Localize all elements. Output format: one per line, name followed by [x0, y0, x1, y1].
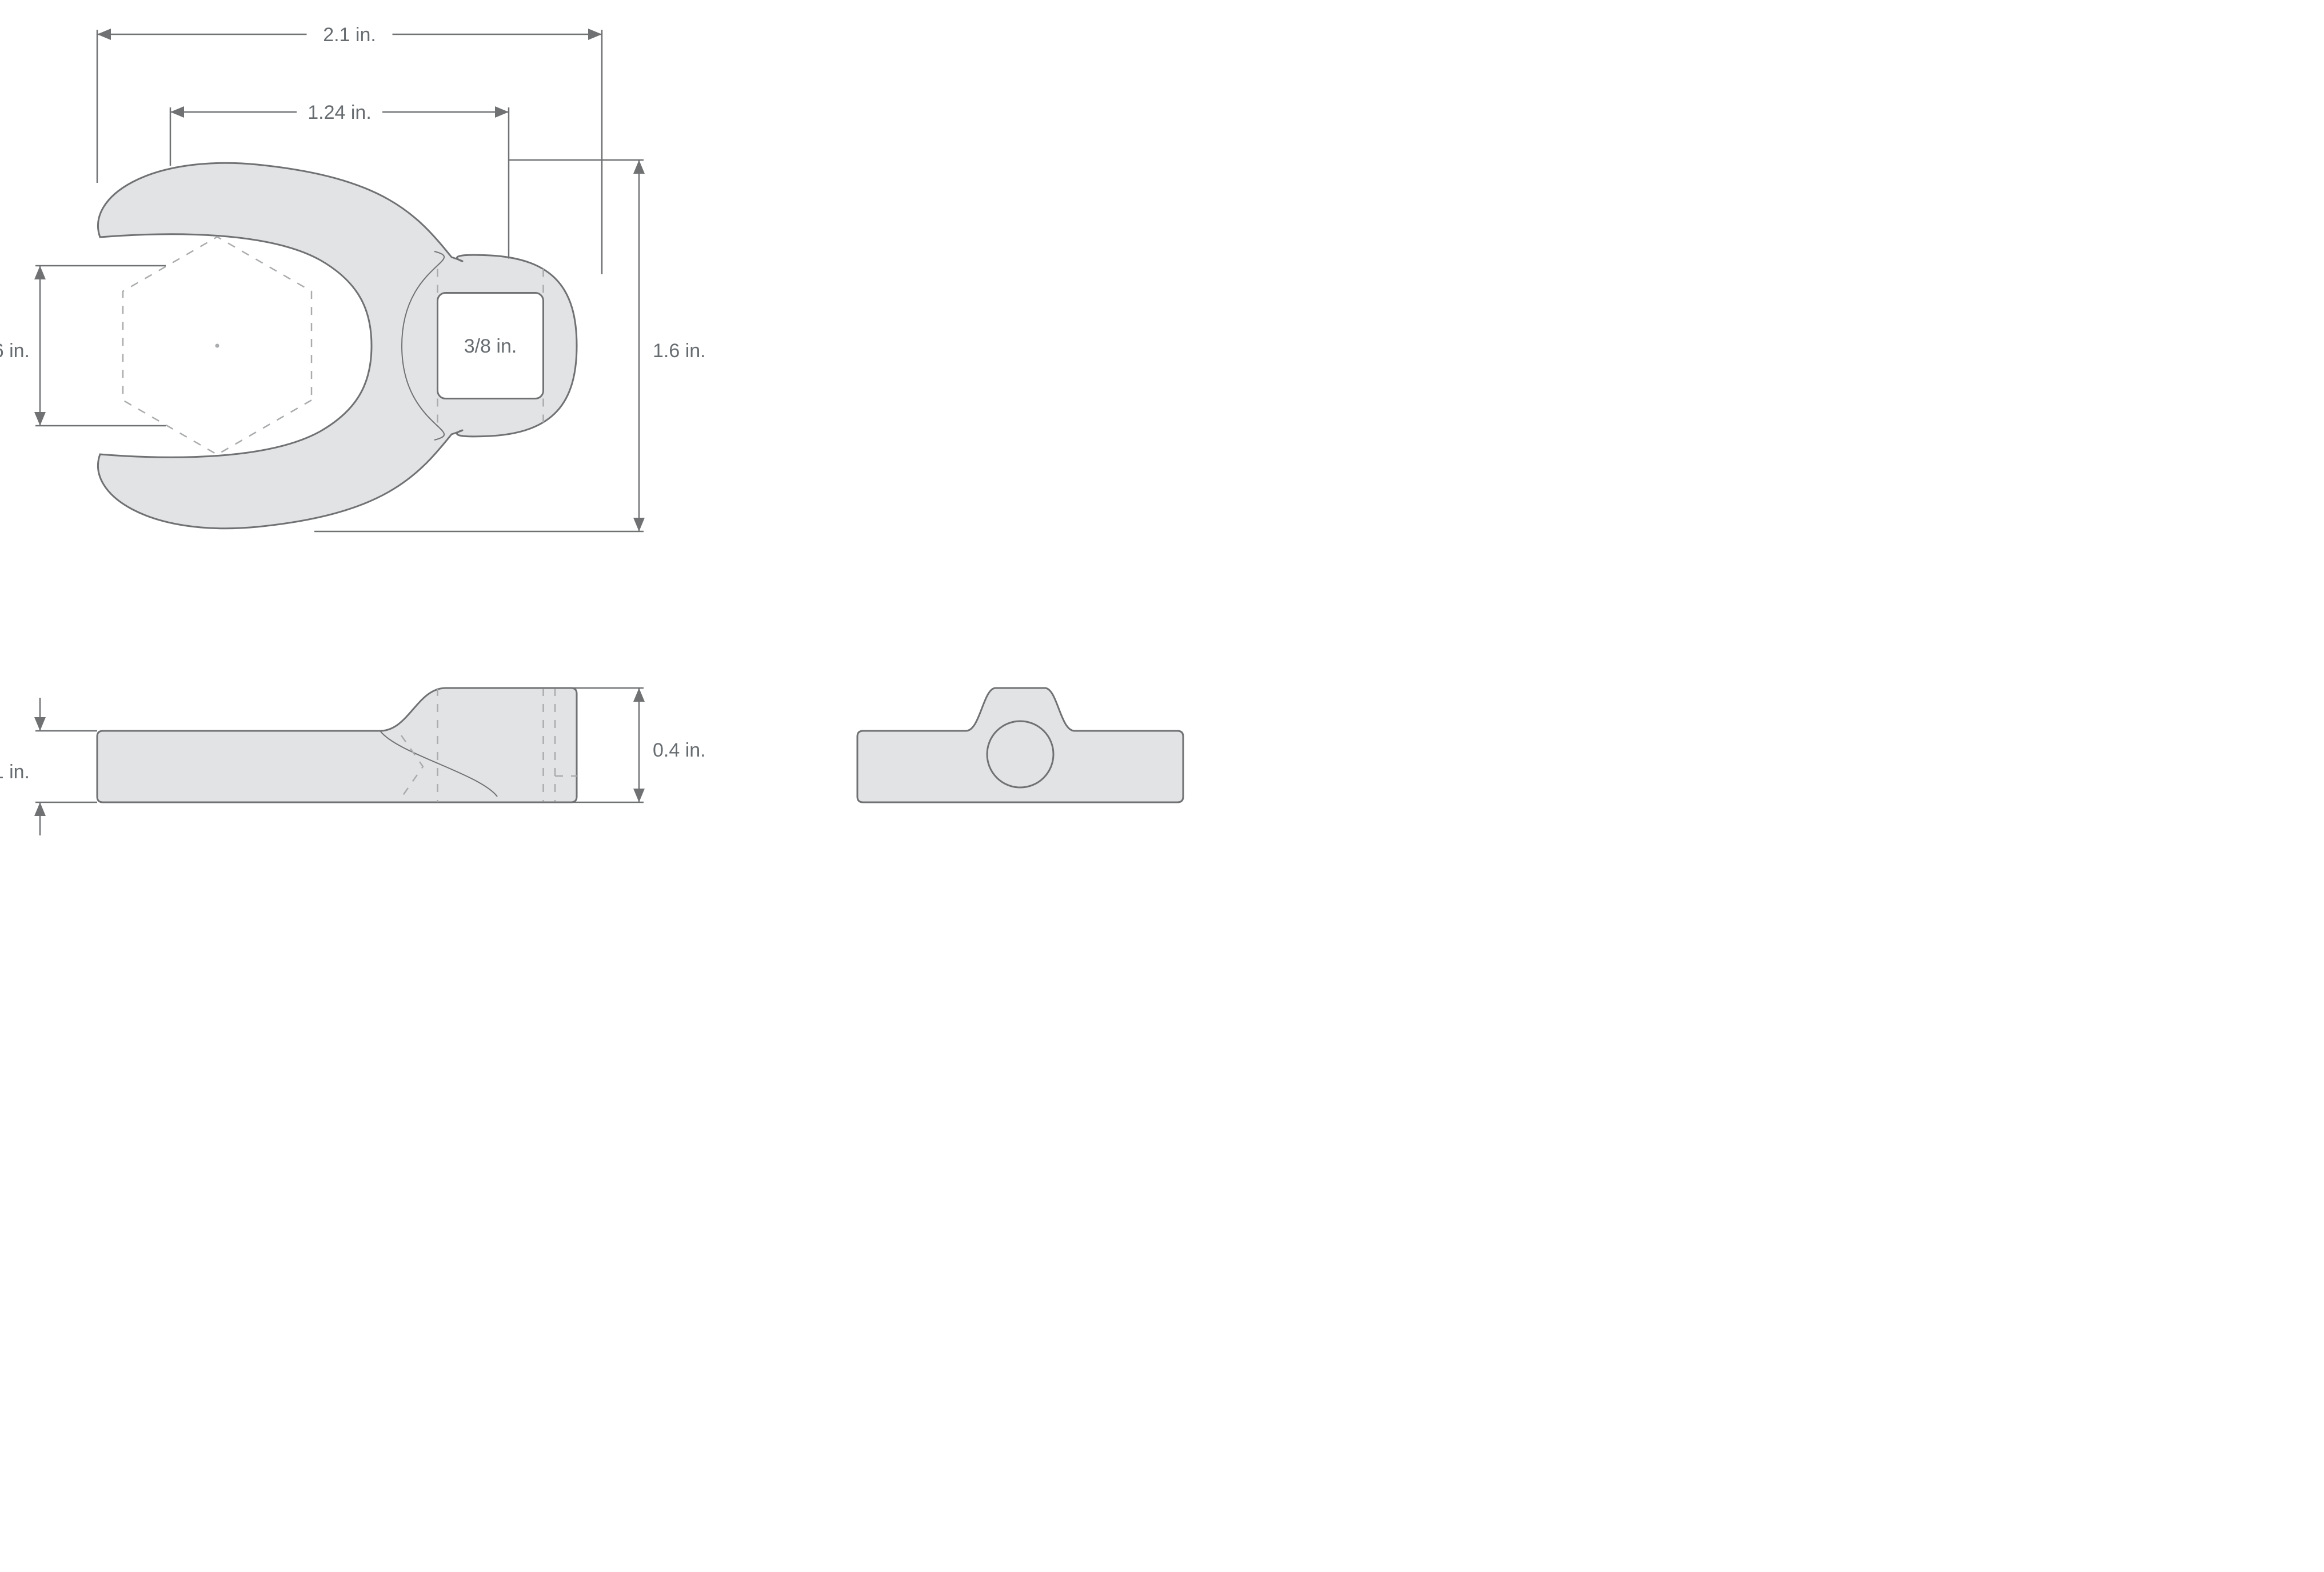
end-view — [857, 688, 1183, 802]
dim-overall-width-label: 2.1 in. — [323, 24, 376, 46]
dim-jaw-opening-label: 13/16 in. — [0, 340, 30, 362]
dim-head-width-label: 1.24 in. — [308, 102, 372, 123]
dim-overall-height-label: 1.6 in. — [653, 340, 706, 362]
dim-drive-thickness-label: 0.4 in. — [653, 739, 706, 761]
end-body — [857, 688, 1183, 802]
side-body — [97, 688, 577, 802]
dim-drive-thickness: 0.4 in. — [639, 688, 706, 802]
side-view — [97, 688, 577, 802]
dim-overall-width: 2.1 in. — [97, 24, 602, 46]
top-view: 3/8 in. — [98, 163, 577, 528]
dim-jaw-thickness-label: 0.31 in. — [0, 761, 30, 783]
dim-head-width: 1.24 in. — [170, 102, 509, 123]
dim-drive-size-label: 3/8 in. — [464, 335, 517, 357]
dim-overall-height: 1.6 in. — [639, 160, 706, 531]
technical-drawing: 3/8 in. 2.1 in. 1.24 in. 13/16 in. 1.6 in. 0.… — [0, 0, 1235, 835]
